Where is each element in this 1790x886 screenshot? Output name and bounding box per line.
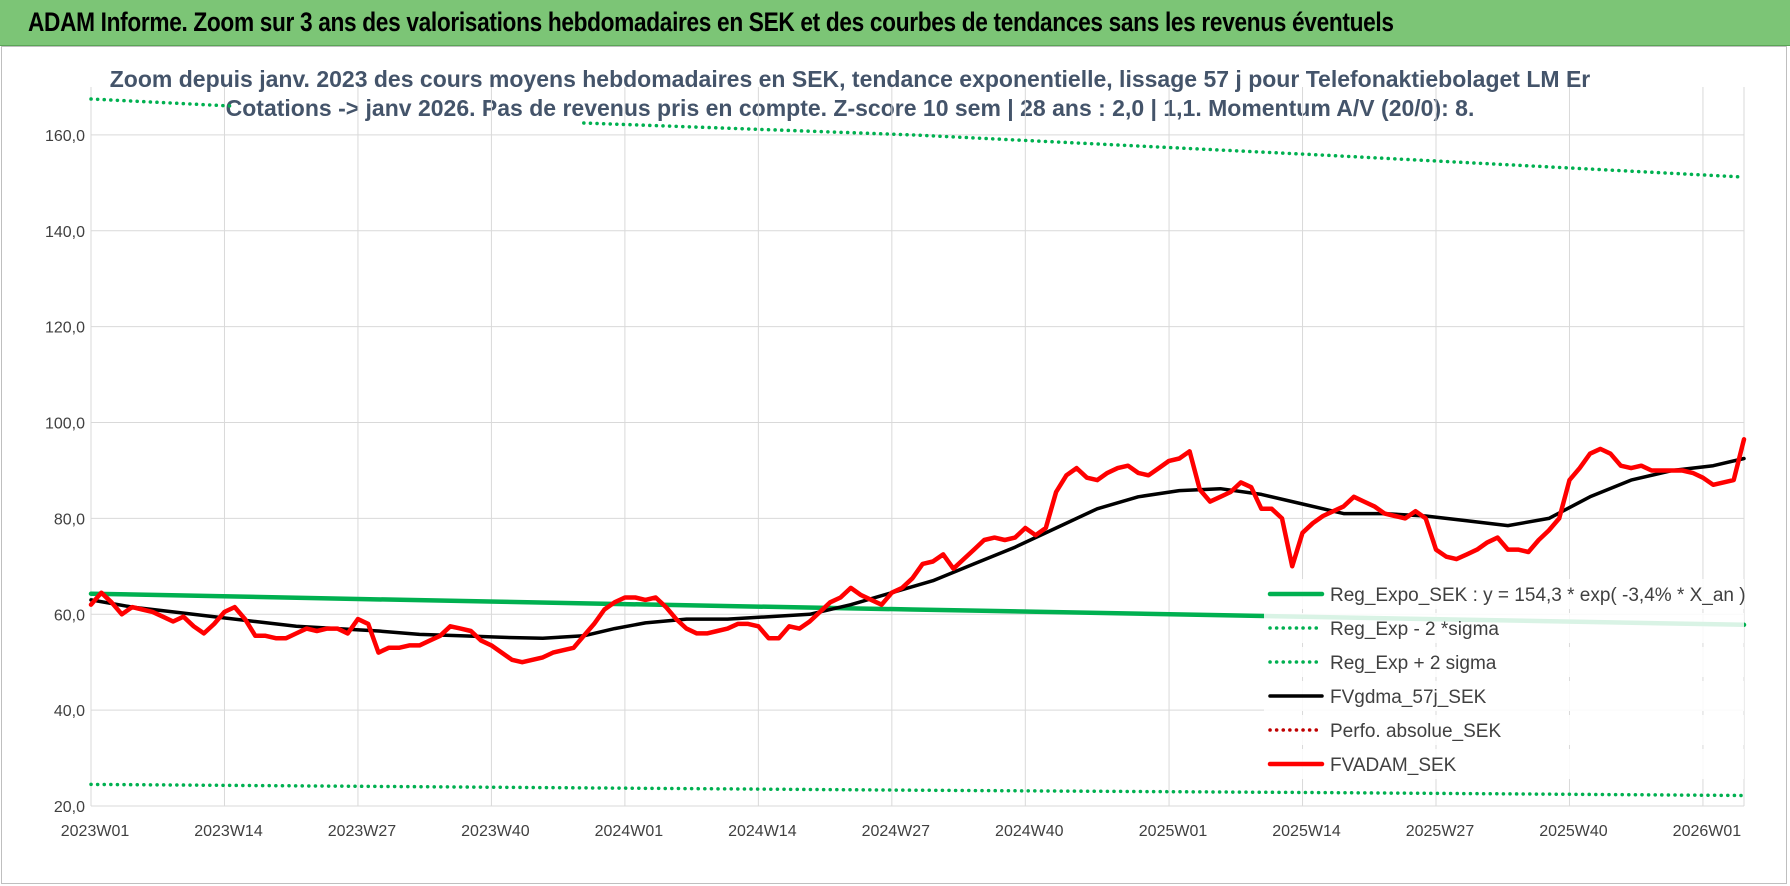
y-tick-label: 100,0 [45, 416, 85, 433]
x-tick-label: 2026W01 [1673, 823, 1742, 840]
x-tick-label: 2023W27 [328, 823, 397, 840]
legend-entry-bg [1264, 579, 1744, 609]
x-tick-label: 2023W14 [194, 823, 263, 840]
x-tick-label: 2025W14 [1272, 823, 1341, 840]
legend-label-2: Reg_Exp + 2 sigma [1330, 653, 1497, 674]
y-tick-label: 160,0 [45, 128, 85, 145]
chart-frame: Zoom depuis janv. 2023 des cours moyens … [1, 46, 1787, 884]
legend-entry-bg [1264, 749, 1744, 779]
x-tick-label: 2023W01 [61, 823, 130, 840]
legend-entry-bg [1264, 613, 1744, 643]
legend-label-3: FVgdma_57j_SEK [1330, 687, 1487, 708]
chart-title-line2: Cotations -> janv 2026. Pas de revenus p… [226, 95, 1475, 121]
legend-label-0: Reg_Expo_SEK : y = 154,3 * exp( -3,4% * … [1330, 585, 1746, 606]
x-tick-label: 2023W40 [461, 823, 530, 840]
report-banner: ADAM Informe. Zoom sur 3 ans des valoris… [0, 0, 1790, 46]
legend-label-5: FVADAM_SEK [1330, 755, 1457, 776]
y-tick-label: 140,0 [45, 224, 85, 241]
chart-title-line1: Zoom depuis janv. 2023 des cours moyens … [110, 66, 1591, 92]
y-tick-label: 60,0 [54, 607, 85, 624]
y-tick-label: 40,0 [54, 703, 85, 720]
report-title: ADAM Informe. Zoom sur 3 ans des valoris… [28, 7, 1394, 37]
x-tick-label: 2024W27 [862, 823, 931, 840]
legend-label-1: Reg_Exp - 2 *sigma [1330, 619, 1499, 640]
y-tick-label: 20,0 [54, 799, 85, 816]
legend-label-4: Perfo. absolue_SEK [1330, 721, 1501, 742]
chart-svg: Zoom depuis janv. 2023 des cours moyens … [45, 66, 1747, 840]
x-tick-label: 2024W40 [995, 823, 1064, 840]
legend: Reg_Expo_SEK : y = 154,3 * exp( -3,4% * … [1264, 579, 1746, 779]
x-tick-label: 2024W01 [595, 823, 664, 840]
x-axis-ticks: 2023W01 2023W14 2023W27 2023W40 2024W01 2024W… [61, 823, 1742, 840]
series-line-5 [88, 437, 1747, 665]
x-tick-label: 2025W40 [1539, 823, 1608, 840]
y-tick-label: 80,0 [54, 511, 85, 528]
series-line-1 [89, 782, 1746, 798]
y-tick-label: 120,0 [45, 320, 85, 337]
y-axis-ticks: 20,0 40,0 60,0 80,0 100,0 120,0 140,0 160,0 [45, 128, 85, 816]
series-line-2 [89, 97, 1746, 179]
legend-entry-bg [1264, 681, 1744, 711]
x-tick-label: 2025W27 [1406, 823, 1475, 840]
x-tick-label: 2024W14 [728, 823, 797, 840]
legend-entry-bg [1264, 715, 1744, 745]
legend-entry-bg [1264, 647, 1744, 677]
x-tick-label: 2025W01 [1139, 823, 1208, 840]
